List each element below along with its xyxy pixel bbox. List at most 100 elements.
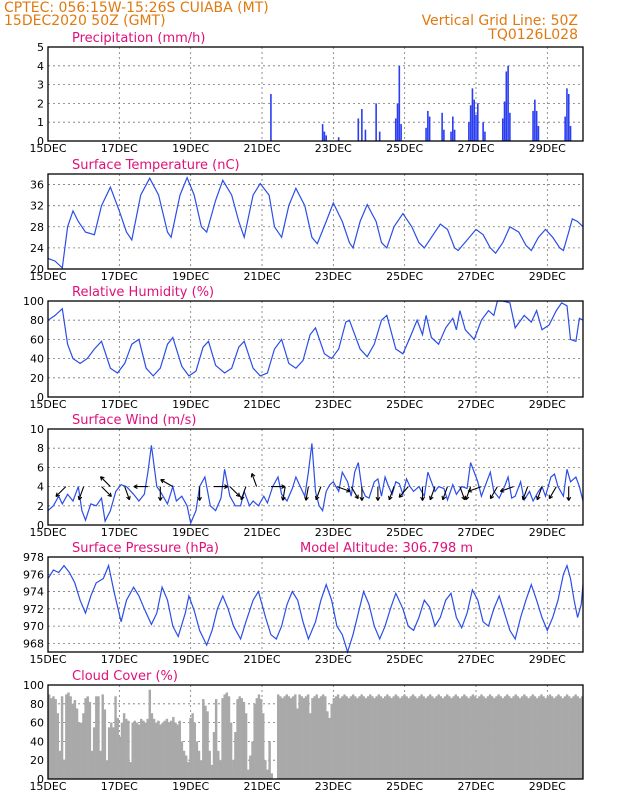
cloud-cover-bar [420,694,423,779]
cloud-cover-bar [157,720,160,779]
cloud-cover-bar [452,696,455,779]
cloud-cover-bar [535,698,539,779]
precip-bar [473,99,476,141]
cloud-cover-bar [478,696,481,779]
wind-direction-arrow [314,486,322,501]
cloud-cover-bar [140,718,143,779]
cloud-cover-bar [172,716,175,779]
cloud-cover-bar [565,694,569,779]
wind-ytick-label: 0 [37,519,44,532]
cloud-cover-bar [187,762,190,779]
precipitation-xtick-label: 19DEC [172,142,209,155]
cloud-cover-bar [576,696,580,779]
cloud-cover-bar [184,755,188,779]
cloud-cover-bar [336,694,340,779]
cloud-cover-bar [439,696,443,779]
cloud-cover-bar [212,732,216,779]
cloud-cover-panel: 0 20 40 60 80 100 15DEC 17DEC 19DEC 21DEC 23DEC 25D… [23,669,584,793]
wind-direction-arrow [467,486,482,493]
cloud-cover-bar [403,694,406,779]
wind-direction-arrow [521,486,529,501]
cloud-cover-bar [347,698,351,779]
cloud-cover-bar [257,694,261,779]
cloud-cover-bar [178,720,181,779]
cloud-cover-bar [210,764,214,779]
cloud-cover-bar [332,698,336,779]
wind-direction-arrow [304,486,309,501]
cloud-cover-bar [313,696,316,779]
cloud-cover-bar [553,698,556,779]
cloud-cover-bar [195,741,199,779]
cloud-cover-bar [133,720,137,779]
cloud-cover-bar [52,696,55,779]
cloud-cover-xtick-label: 29DEC [529,780,566,793]
cloud-cover-bar [227,696,231,779]
cloud-cover-bar [428,694,432,779]
precip-bar [441,112,443,141]
cloud-cover-bar [533,696,537,779]
cloud-cover-bar [142,720,145,779]
cloud-cover-bar [112,727,115,779]
precipitation-ytick-label: 5 [37,41,44,54]
cloud-cover-bar [101,694,104,779]
wind-direction-arrow [157,486,163,501]
cloud-cover-bar [371,696,374,779]
cloud-cover-bar [373,698,376,779]
precip-bar [321,124,324,141]
cloud-cover-bar [48,694,51,779]
wind-direction-arrow [375,486,381,501]
cloud-cover-xtick-label: 25DEC [386,780,423,793]
cloud-cover-bar [531,694,535,779]
precipitation-xtick-label: 15DEC [29,142,66,155]
cloud-cover-bar [443,696,447,779]
cloud-cover-ytick-label: 20 [30,754,44,767]
pressure-ytick-label: 972 [23,603,44,616]
cloud-cover-bar [392,696,395,779]
cloud-cover-bar [176,724,179,779]
precip-bar [501,118,504,141]
wind-direction-arrow [499,486,514,493]
wind-direction-arrow [280,486,286,501]
humidity-series-line [47,300,584,377]
precip-bar [394,118,397,141]
temperature-panel: 20 24 28 32 36 15DEC 17DEC 19DEC 21DEC 23DEC 25DEC… [29,158,584,283]
humidity-xtick-label: 27DEC [457,398,494,411]
cloud-cover-bar [182,750,186,779]
cloud-cover-bar [88,701,92,779]
temperature-ytick-label: 32 [30,200,44,213]
cloud-cover-ytick-label: 60 [30,717,44,730]
cloud-cover-bar [311,698,314,779]
precip-bar [325,135,327,141]
precip-bar [532,110,534,141]
cloud-cover-bar [223,694,226,779]
cloud-cover-bar [92,727,96,779]
cloud-cover-bar [244,713,248,779]
humidity-xtick-label: 23DEC [315,398,352,411]
temperature-xtick-label: 27DEC [457,270,494,283]
wind-direction-arrow [359,486,365,501]
cloud-cover-bar [450,698,453,779]
cloud-cover-bar [418,696,421,779]
cloud-cover-bar [411,694,415,779]
precip-bar [503,101,506,141]
cloud-cover-bar [375,696,378,779]
grid-line-header: Vertical Grid Line: 50Z [422,13,578,29]
run-date-header: 15DEC2020 50Z (GMT) [4,13,166,29]
cloud-cover-bar [54,699,57,779]
cloud-cover-bar [321,694,325,779]
wind-direction-arrow [489,486,498,500]
cloud-cover-bar [369,694,372,779]
wind-direction-arrow [536,486,543,501]
temperature-ytick-label: 24 [30,242,44,255]
precip-bar [534,99,536,141]
cloud-cover-bar [398,698,402,779]
cloud-cover-bar [60,696,64,779]
precip-bar [337,137,340,141]
cloud-cover-bar [514,694,517,779]
cloud-cover-bar [300,696,303,779]
cloud-cover-ytick-label: 100 [23,679,44,692]
cloud-cover-bar [360,694,363,779]
temperature-xtick-label: 25DEC [386,270,423,283]
precipitation-frame [47,46,584,142]
precip-bar [475,114,477,141]
